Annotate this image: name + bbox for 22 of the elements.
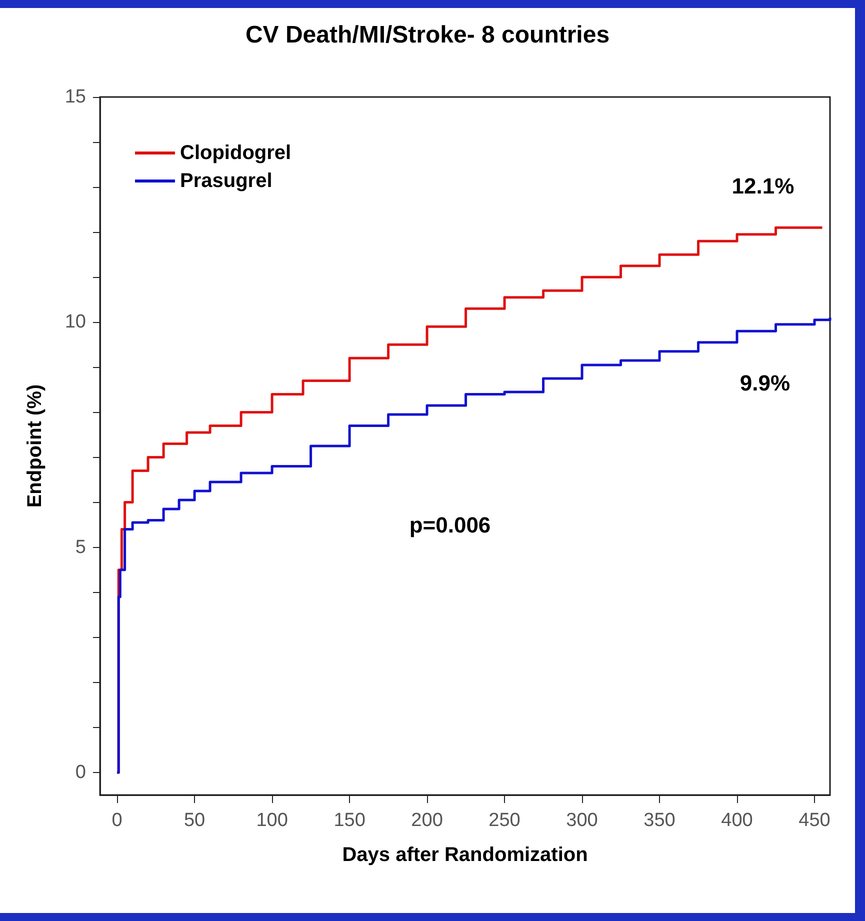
x-tick-label: 450 — [798, 810, 830, 831]
x-tick-label: 400 — [721, 810, 753, 831]
annotation: 12.1% — [732, 174, 794, 198]
x-tick-label: 150 — [334, 810, 366, 831]
x-tick-label: 250 — [488, 810, 520, 831]
y-tick-label: 0 — [75, 762, 86, 783]
legend-label: Prasugrel — [180, 170, 272, 192]
x-tick-label: 0 — [112, 810, 122, 831]
x-tick-label: 50 — [184, 810, 206, 831]
x-axis-title: Days after Randomization — [342, 844, 588, 866]
y-tick-label: 10 — [64, 312, 86, 333]
annotation: 9.9% — [740, 370, 790, 396]
annotation: p=0.006 — [409, 512, 491, 538]
legend-label: Clopidogrel — [180, 142, 292, 164]
y-axis-title: Endpoint (%) — [24, 384, 46, 508]
y-tick-label: 15 — [64, 86, 86, 108]
y-tick-label: 5 — [75, 536, 86, 558]
x-tick-label: 350 — [644, 810, 676, 831]
x-tick-label: 200 — [411, 810, 443, 831]
chart-title: CV Death/MI/Stroke- 8 countries — [245, 22, 610, 48]
x-tick-label: 100 — [256, 810, 288, 831]
x-tick-label: 300 — [566, 810, 598, 831]
